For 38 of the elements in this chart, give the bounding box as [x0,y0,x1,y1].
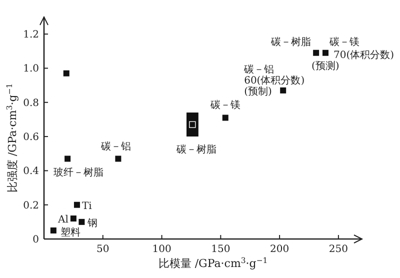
y-tick-label: 0.4 [23,166,39,178]
annotation: 70(体积分数) [333,48,394,61]
annotation: 钢 [86,218,98,229]
point [222,114,228,121]
point [189,121,196,128]
point [280,87,286,94]
annotation: 塑料 [60,226,80,238]
point [50,227,56,234]
annotation: 玻纤－树脂 [54,166,104,179]
point [115,156,122,162]
y-tick-label: 1.2 [23,30,39,41]
point [322,50,328,56]
annotation: 碳－铝 60(体积分数) (预制) [243,63,305,98]
point [78,218,85,225]
x-tick-label: 150 [211,244,230,255]
point [313,50,320,56]
y-tick-label: 0.6 [23,132,39,144]
x-axis-title: 比模量 /GPa·cm$^{3}$·g$^{−1}$ [158,256,268,270]
annotation: 碳－树脂 [270,36,312,48]
x-tick-label: 50 [96,244,110,255]
annotation: 碳－树脂 [175,144,216,156]
y-tick-label: 0 [32,234,39,246]
annotation: 碳－镁 [328,36,360,48]
annotation: (预测) [311,60,340,72]
annotation: 碳－镁 [209,98,240,111]
x-tick-label: 200 [270,244,290,255]
y-tick-label: 0.8 [23,98,39,109]
y-tick-label: 0.2 [23,200,39,212]
annotation: Al [57,214,68,226]
point [64,156,71,162]
x-tick-label: 100 [152,244,172,255]
point [74,202,80,208]
point [70,216,76,222]
y-tick-label: 1.0 [23,64,39,75]
annotation: Ti [82,200,92,212]
annotation: 碳－铝 [100,140,132,153]
point [63,70,70,76]
x-tick-label: 250 [328,244,348,255]
